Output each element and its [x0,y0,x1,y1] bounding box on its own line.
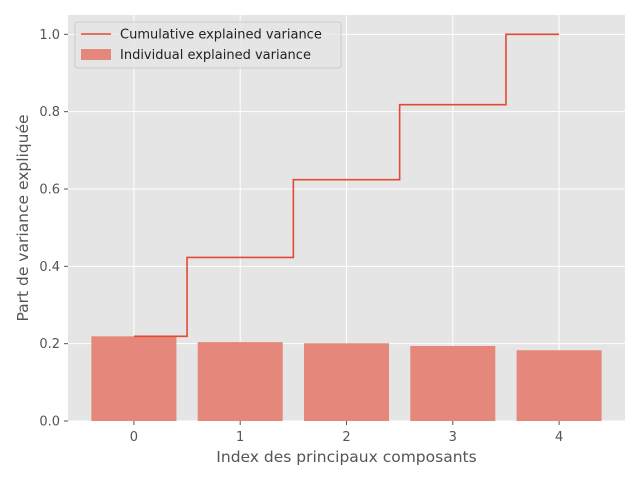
legend-bar-swatch [81,49,111,60]
y-tick-label-2: 0.4 [39,260,60,275]
x-tick-label-0: 0 [130,430,138,445]
x-tick-label-2: 2 [342,430,350,445]
y-tick-label-4: 0.8 [39,105,60,120]
bar-4 [516,350,602,421]
x-tick-label-3: 3 [449,430,457,445]
x-tick-label-1: 1 [236,430,244,445]
bar-2 [303,343,390,421]
y-tick-label-5: 1.0 [39,28,60,43]
bar-1 [197,342,283,421]
bar-0 [91,336,177,421]
y-tick-label-0: 0.0 [39,415,60,430]
cumulative-step-line [133,33,560,338]
y-axis-label: Part de variance expliquée [14,114,32,321]
legend-box [74,21,342,69]
y-tick-labels: 0.0 0.2 0.4 0.6 0.8 1.0 [39,28,68,430]
legend-label-cumulative: Cumulative explained variance [120,28,322,43]
legend-label-individual: Individual explained variance [120,48,311,63]
bar-series [91,336,602,421]
y-tick-label-1: 0.2 [39,337,60,352]
x-tick-label-4: 4 [555,430,563,445]
y-tick-label-3: 0.6 [39,183,60,198]
legend: Cumulative explained variance Individual… [74,21,342,69]
bar-3 [410,345,496,421]
x-tick-labels: 0 1 2 3 4 [130,421,563,445]
x-axis-label: Index des principaux composants [216,448,476,466]
